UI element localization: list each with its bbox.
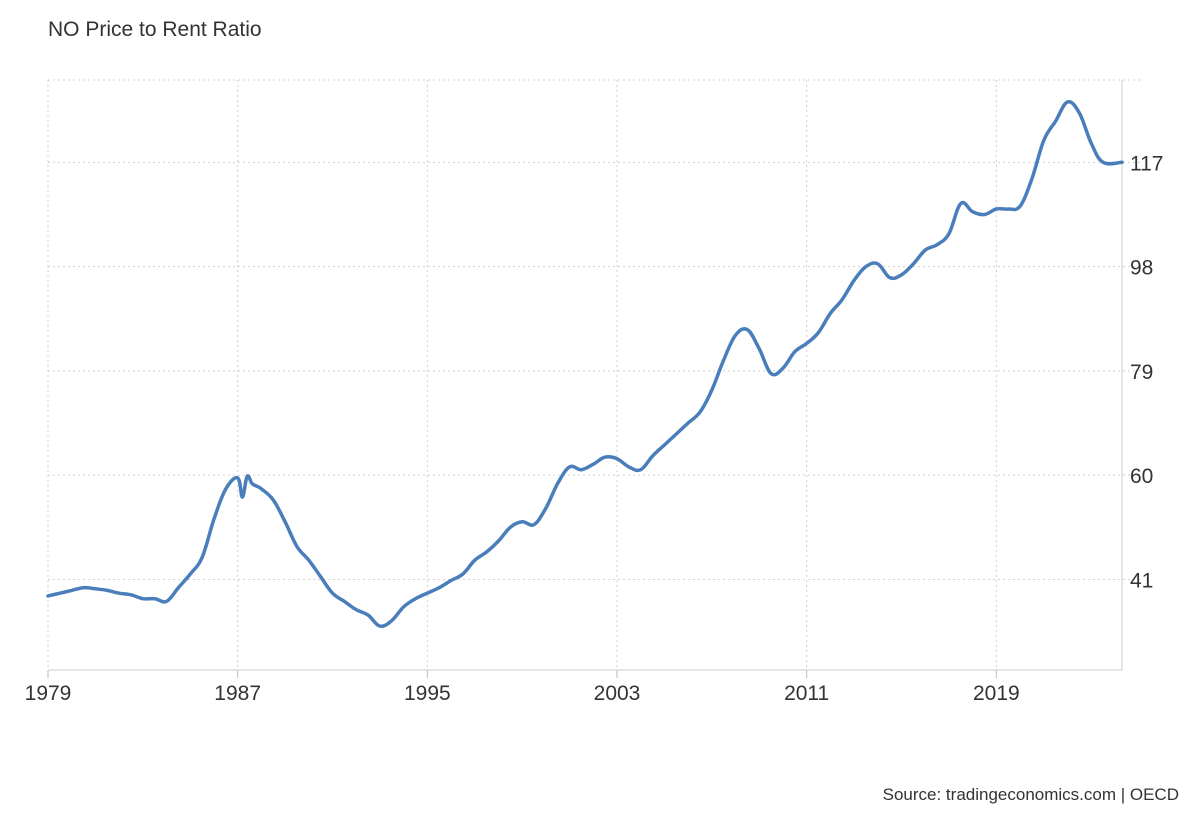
axes — [47, 80, 1123, 678]
y-tick-label: 60 — [1130, 465, 1153, 488]
grid-lines — [47, 79, 1140, 670]
y-tick-label: 41 — [1130, 569, 1153, 592]
series-line — [46, 100, 1124, 629]
x-tick-label: 1979 — [25, 682, 72, 705]
x-tick-label: 2011 — [784, 682, 829, 705]
y-tick-label: 98 — [1130, 257, 1153, 280]
y-tick-label: 117 — [1130, 152, 1163, 175]
x-tick-label: 2003 — [594, 682, 641, 705]
series-layer — [46, 100, 1124, 629]
y-tick-label: 79 — [1130, 361, 1153, 384]
x-tick-label: 1987 — [214, 682, 261, 705]
x-tick-label: 1995 — [404, 682, 451, 705]
x-tick-label: 2019 — [973, 682, 1020, 705]
chart-source: Source: tradingeconomics.com | OECD — [882, 785, 1179, 804]
chart-title: NO Price to Rent Ratio — [48, 18, 262, 41]
tick-labels: 41 60 79 98 117 1979 1987 1995 2003 2011 2019 — [25, 152, 1164, 705]
